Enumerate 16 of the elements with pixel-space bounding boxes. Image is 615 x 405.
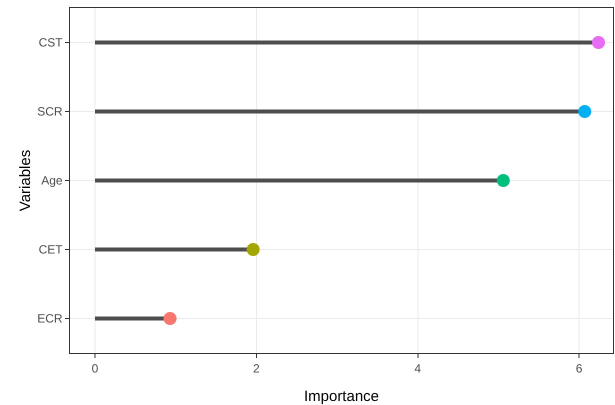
- x-tick-label: 2: [253, 361, 260, 376]
- y-tick-label: Age: [41, 174, 63, 188]
- point: [164, 312, 177, 325]
- x-tick-label: 0: [92, 361, 99, 376]
- y-tick-label: SCR: [37, 104, 63, 119]
- point: [578, 105, 592, 118]
- x-tick-label: 6: [576, 361, 583, 376]
- x-axis-title: Importance: [304, 388, 380, 405]
- point: [496, 174, 510, 187]
- y-tick-label: CST: [38, 36, 64, 50]
- point: [246, 243, 260, 256]
- x-tick-label: 4: [414, 361, 422, 376]
- y-tick-label: ECR: [37, 312, 63, 326]
- y-tick-label: CET: [38, 242, 64, 257]
- y-axis-title: Variables: [17, 150, 34, 212]
- point: [592, 36, 605, 49]
